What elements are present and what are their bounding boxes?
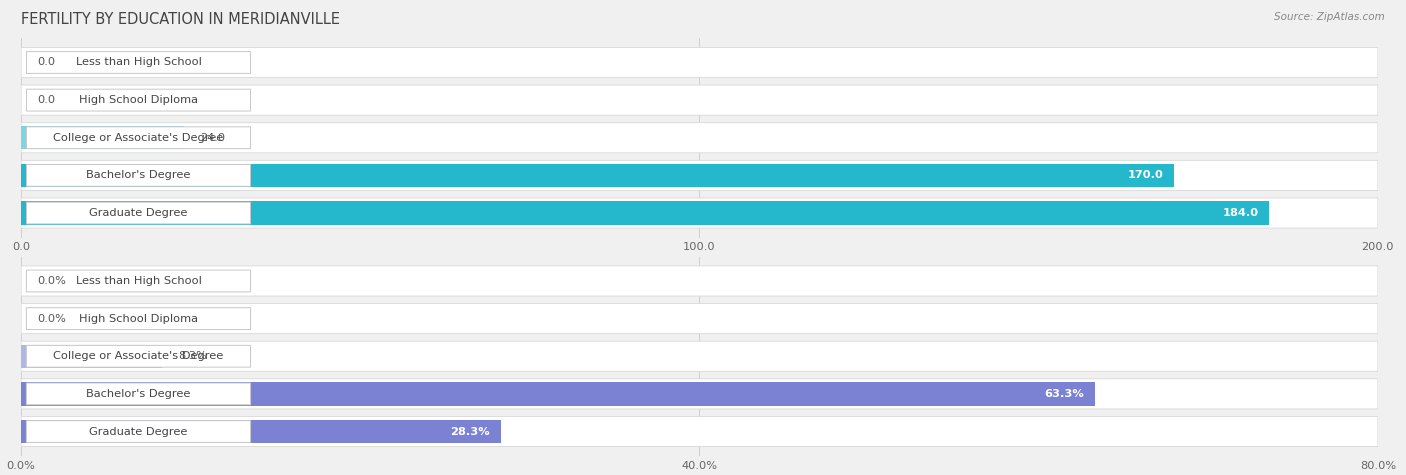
Text: 0.0%: 0.0% — [38, 276, 66, 286]
FancyBboxPatch shape — [21, 161, 1378, 190]
FancyBboxPatch shape — [27, 202, 250, 224]
Text: 28.3%: 28.3% — [450, 427, 491, 437]
FancyBboxPatch shape — [21, 417, 1378, 446]
FancyBboxPatch shape — [27, 127, 250, 149]
Text: 63.3%: 63.3% — [1045, 389, 1084, 399]
Bar — [21, 126, 184, 150]
FancyBboxPatch shape — [27, 52, 250, 73]
Text: High School Diploma: High School Diploma — [79, 95, 198, 105]
Text: Graduate Degree: Graduate Degree — [89, 208, 187, 218]
FancyBboxPatch shape — [27, 270, 250, 292]
FancyBboxPatch shape — [21, 123, 1378, 153]
Text: FERTILITY BY EDUCATION IN MERIDIANVILLE: FERTILITY BY EDUCATION IN MERIDIANVILLE — [21, 12, 340, 27]
FancyBboxPatch shape — [21, 48, 1378, 77]
FancyBboxPatch shape — [21, 379, 1378, 409]
Bar — [21, 201, 1270, 225]
Text: College or Associate's Degree: College or Associate's Degree — [53, 351, 224, 361]
FancyBboxPatch shape — [21, 341, 1378, 371]
Bar — [21, 382, 1095, 406]
Text: 8.3%: 8.3% — [179, 351, 207, 361]
FancyBboxPatch shape — [21, 85, 1378, 115]
FancyBboxPatch shape — [27, 383, 250, 405]
Text: 0.0: 0.0 — [38, 57, 55, 67]
Text: Source: ZipAtlas.com: Source: ZipAtlas.com — [1274, 12, 1385, 22]
Text: High School Diploma: High School Diploma — [79, 314, 198, 323]
Text: 0.0%: 0.0% — [38, 314, 66, 323]
FancyBboxPatch shape — [27, 308, 250, 330]
Text: Bachelor's Degree: Bachelor's Degree — [86, 171, 191, 180]
FancyBboxPatch shape — [21, 266, 1378, 296]
Text: Bachelor's Degree: Bachelor's Degree — [86, 389, 191, 399]
Bar — [21, 164, 1174, 187]
Bar — [21, 420, 501, 443]
FancyBboxPatch shape — [27, 89, 250, 111]
Text: 170.0: 170.0 — [1128, 171, 1164, 180]
Text: 24.0: 24.0 — [200, 133, 225, 143]
FancyBboxPatch shape — [21, 198, 1378, 228]
Text: 184.0: 184.0 — [1222, 208, 1258, 218]
Text: Less than High School: Less than High School — [76, 57, 201, 67]
FancyBboxPatch shape — [21, 304, 1378, 333]
Text: College or Associate's Degree: College or Associate's Degree — [53, 133, 224, 143]
FancyBboxPatch shape — [27, 421, 250, 442]
Text: Graduate Degree: Graduate Degree — [89, 427, 187, 437]
Bar — [21, 344, 162, 368]
FancyBboxPatch shape — [27, 345, 250, 367]
Text: 0.0: 0.0 — [38, 95, 55, 105]
FancyBboxPatch shape — [27, 164, 250, 186]
Text: Less than High School: Less than High School — [76, 276, 201, 286]
